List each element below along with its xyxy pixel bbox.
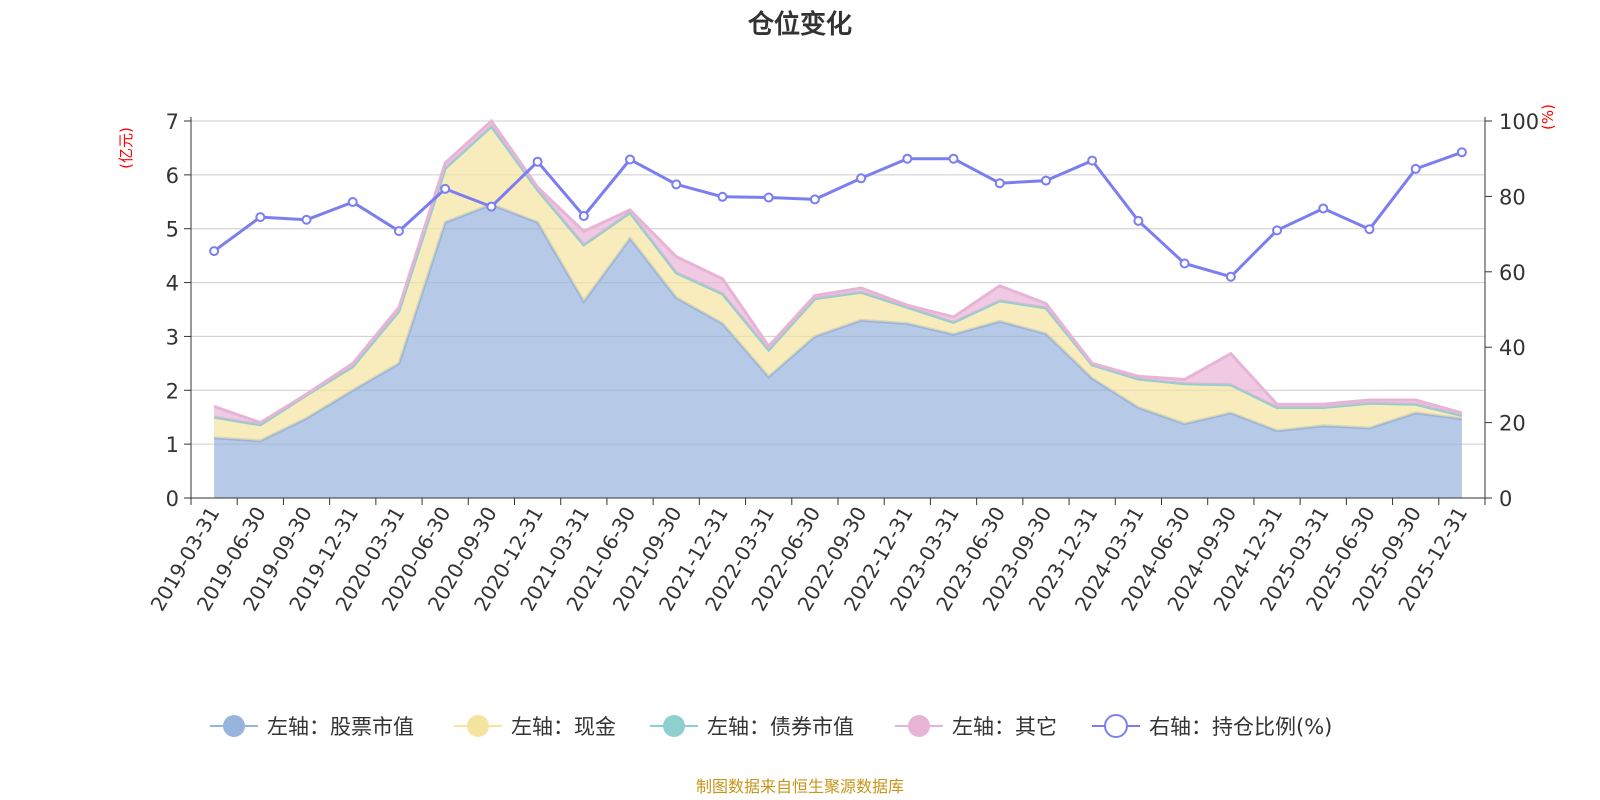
legend-label: 左轴：其它 <box>952 715 1057 739</box>
left-axis-unit: (亿元) <box>117 127 135 169</box>
right-axis-tick-label: 80 <box>1499 185 1526 209</box>
ratio-point <box>1087 155 1098 166</box>
legend-marker <box>908 715 930 737</box>
ratio-point <box>301 214 312 225</box>
ratio-point <box>1225 271 1236 282</box>
ratio-point <box>578 211 589 222</box>
chart-title: 仓位变化 <box>747 9 852 40</box>
legend-item-0[interactable]: 左轴：股票市值 <box>210 715 414 739</box>
right-axis-unit: (%) <box>1539 104 1557 130</box>
ratio-point <box>1456 147 1467 158</box>
legend-label: 左轴：债券市值 <box>707 715 854 739</box>
ratio-point <box>1133 215 1144 226</box>
legend-item-2[interactable]: 左轴：债券市值 <box>650 715 854 739</box>
ratio-point <box>809 194 820 205</box>
ratio-point <box>1040 175 1051 186</box>
ratio-point <box>486 201 497 212</box>
right-axis-tick-label: 40 <box>1499 336 1526 360</box>
legend-item-4[interactable]: 右轴：持仓比例(%) <box>1092 714 1332 739</box>
ratio-point <box>625 154 636 165</box>
left-axis-tick-label: 7 <box>166 110 179 134</box>
ratio-point <box>255 212 266 223</box>
ratio-point <box>902 153 913 164</box>
legend-marker <box>467 715 489 737</box>
ratio-point <box>1272 225 1283 236</box>
right-axis-tick-label: 100 <box>1499 110 1539 134</box>
ratio-point <box>440 183 451 194</box>
ratio-point <box>994 178 1005 189</box>
source-note: 制图数据来自恒生聚源数据库 <box>696 777 904 796</box>
area-series <box>213 118 1463 498</box>
ratio-point <box>347 197 358 208</box>
legend-label: 右轴：持仓比例(%) <box>1149 715 1332 739</box>
left-axis-tick-label: 2 <box>166 379 179 403</box>
ratio-point <box>1179 258 1190 269</box>
legend-item-1[interactable]: 左轴：现金 <box>454 715 616 739</box>
left-axis-tick-label: 1 <box>166 433 179 457</box>
ratio-point <box>393 226 404 237</box>
legend-label: 左轴：现金 <box>511 715 616 739</box>
left-axis-tick-label: 4 <box>166 272 179 296</box>
right-axis-tick-label: 60 <box>1499 261 1526 285</box>
left-axis-tick-label: 5 <box>166 218 179 242</box>
area-1 <box>214 126 1462 441</box>
ratio-point <box>717 191 728 202</box>
area-outline-3 <box>213 118 1463 425</box>
ratio-point <box>1318 203 1329 214</box>
right-axis-tick-label: 0 <box>1499 487 1512 511</box>
ratio-point <box>856 173 867 184</box>
legend-marker <box>1104 714 1128 738</box>
ratio-point <box>1410 163 1421 174</box>
left-axis-tick-label: 0 <box>166 487 179 511</box>
legend[interactable]: 左轴：股票市值 左轴：现金 左轴：债券市值 左轴：其它 右轴：持仓比例(%) <box>210 714 1332 739</box>
legend-item-3[interactable]: 左轴：其它 <box>895 715 1057 739</box>
ratio-point <box>948 153 959 164</box>
left-axis-tick-label: 3 <box>166 325 179 349</box>
ratio-point <box>763 192 774 203</box>
legend-marker <box>663 715 685 737</box>
area-0 <box>214 204 1462 498</box>
legend-marker <box>223 715 245 737</box>
ratio-point <box>1364 224 1375 235</box>
ratio-line <box>213 150 1463 279</box>
ratio-point <box>209 246 220 257</box>
legend-label: 左轴：股票市值 <box>267 715 414 739</box>
ratio-line-series <box>209 147 1467 282</box>
left-axis-tick-label: 6 <box>166 164 179 188</box>
ratio-point <box>532 156 543 167</box>
right-axis-tick-label: 20 <box>1499 412 1526 436</box>
ratio-point <box>671 179 682 190</box>
